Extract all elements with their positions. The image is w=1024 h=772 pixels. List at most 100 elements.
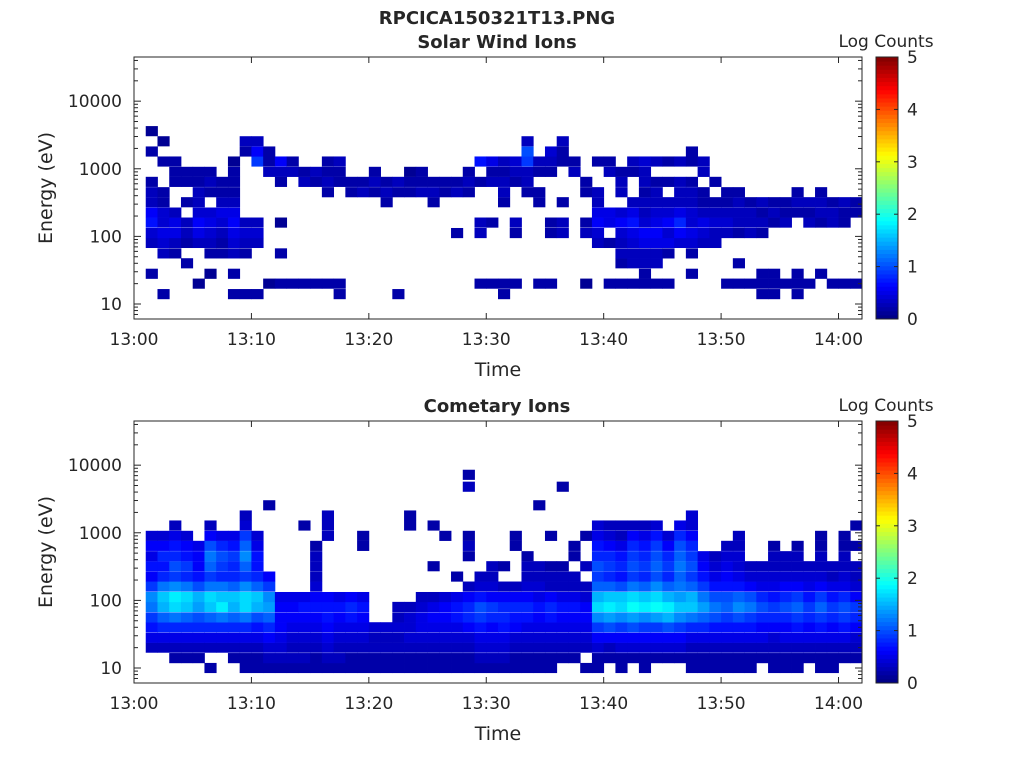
heatmap-cell bbox=[685, 187, 699, 198]
heatmap-cell bbox=[427, 591, 440, 603]
heatmap-cell bbox=[779, 591, 792, 603]
heatmap-cell bbox=[509, 653, 522, 664]
heatmap-cell bbox=[180, 176, 194, 187]
heatmap-cell bbox=[709, 571, 722, 582]
heatmap-cell bbox=[239, 551, 252, 562]
y-axis-label: Energy (eV) bbox=[35, 132, 57, 244]
heatmap-cell bbox=[145, 540, 158, 551]
heatmap-cell bbox=[850, 581, 863, 592]
heatmap-cell bbox=[145, 581, 158, 592]
heatmap-cell bbox=[404, 520, 417, 531]
heatmap-cell bbox=[533, 187, 546, 198]
heatmap-cell bbox=[674, 591, 687, 603]
heatmap-cell bbox=[533, 612, 546, 623]
heatmap-cell bbox=[321, 187, 335, 198]
heatmap-cell bbox=[779, 642, 792, 653]
heatmap-cell bbox=[239, 540, 252, 551]
heatmap-cell bbox=[591, 197, 605, 208]
heatmap-cell bbox=[451, 662, 464, 674]
heatmap-cell bbox=[462, 481, 475, 492]
heatmap-cell bbox=[544, 581, 558, 592]
heatmap-cell bbox=[509, 156, 522, 167]
heatmap-cell bbox=[521, 612, 534, 623]
heatmap-cell bbox=[204, 176, 217, 187]
heatmap-cell bbox=[462, 530, 475, 541]
heatmap-cell bbox=[286, 156, 299, 167]
heatmap-cell bbox=[779, 581, 792, 592]
heatmap-cell bbox=[533, 601, 546, 613]
colorbar-step bbox=[876, 261, 898, 267]
colorbar-step bbox=[876, 601, 898, 606]
heatmap-cell bbox=[768, 207, 781, 218]
heatmap-cell bbox=[779, 601, 792, 613]
heatmap-cell bbox=[427, 561, 440, 572]
heatmap-cell bbox=[462, 662, 475, 674]
heatmap-cell bbox=[791, 268, 804, 279]
heatmap-cell bbox=[544, 622, 558, 633]
heatmap-cell bbox=[286, 166, 299, 177]
colorbar-step bbox=[876, 192, 898, 197]
heatmap-cell bbox=[180, 642, 194, 653]
heatmap-cell bbox=[721, 187, 734, 198]
heatmap-cell bbox=[216, 571, 229, 582]
heatmap-cell bbox=[521, 561, 534, 572]
heatmap-cell bbox=[404, 166, 417, 177]
heatmap-cell bbox=[345, 176, 358, 187]
heatmap-cell bbox=[650, 237, 663, 249]
heatmap-cell bbox=[791, 278, 804, 289]
heatmap-cell bbox=[826, 642, 839, 653]
heatmap-cell bbox=[615, 227, 628, 239]
heatmap-cell bbox=[568, 581, 581, 592]
heatmap-cell bbox=[674, 540, 687, 551]
heatmap-cell bbox=[803, 642, 816, 653]
heatmap-cell bbox=[744, 653, 757, 664]
heatmap-cell bbox=[239, 662, 252, 674]
heatmap-cell bbox=[192, 622, 205, 633]
heatmap-cell bbox=[310, 278, 323, 289]
heatmap-cell bbox=[721, 540, 734, 551]
heatmap-cell bbox=[192, 278, 205, 289]
colorbar-step bbox=[876, 539, 898, 545]
heatmap-cell bbox=[850, 207, 863, 218]
heatmap-cell bbox=[427, 662, 440, 674]
heatmap-cell bbox=[439, 662, 452, 674]
heatmap-cell bbox=[568, 601, 581, 613]
heatmap-cell bbox=[791, 561, 804, 572]
heatmap-cell bbox=[216, 227, 229, 239]
heatmap-cell bbox=[274, 662, 288, 674]
heatmap-cell bbox=[568, 591, 581, 603]
heatmap-cell bbox=[838, 632, 851, 643]
colorbar-step bbox=[876, 298, 898, 304]
heatmap-cell bbox=[251, 530, 264, 541]
heatmap-cell bbox=[274, 591, 288, 603]
heatmap-cell bbox=[674, 632, 687, 643]
heatmap-cell bbox=[368, 642, 381, 653]
colorbar-step bbox=[876, 253, 898, 259]
heatmap-cell bbox=[145, 601, 158, 613]
heatmap-cell bbox=[298, 591, 311, 603]
colorbar-step bbox=[876, 142, 898, 148]
colorbar-step bbox=[876, 69, 898, 74]
heatmap-cell bbox=[180, 612, 194, 623]
heatmap-cell bbox=[157, 601, 170, 613]
heatmap-cell bbox=[204, 551, 217, 562]
heatmap-cell bbox=[709, 561, 722, 572]
y-tick-label: 10 bbox=[100, 295, 122, 315]
heatmap-cell bbox=[509, 530, 522, 541]
heatmap-cell bbox=[544, 217, 558, 228]
colorbar-step bbox=[876, 175, 898, 181]
heatmap-cell bbox=[310, 612, 323, 623]
heatmap-cell bbox=[498, 561, 511, 572]
heatmap-cell bbox=[204, 642, 217, 653]
heatmap-cell bbox=[145, 551, 158, 562]
heatmap-cell bbox=[615, 176, 628, 187]
heatmap-cell bbox=[615, 632, 628, 643]
heatmap-cell bbox=[662, 642, 675, 653]
heatmap-cell bbox=[826, 561, 839, 572]
heatmap-cell bbox=[744, 591, 757, 603]
heatmap-cell bbox=[615, 653, 628, 664]
heatmap-cell bbox=[732, 197, 745, 208]
x-tick-label: 14:00 bbox=[814, 694, 863, 714]
heatmap-cell bbox=[615, 278, 628, 289]
heatmap-cell bbox=[474, 622, 487, 633]
